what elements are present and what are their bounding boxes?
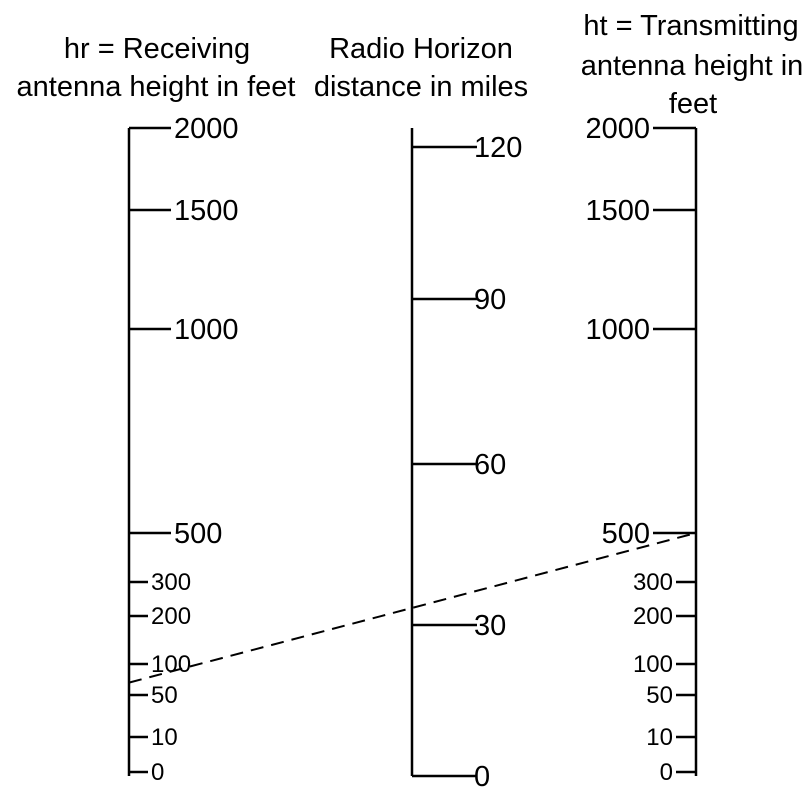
receiving-scale-title-line-2: antenna height in feet xyxy=(17,71,296,103)
transmitting-tick-label-1000: 1000 xyxy=(585,314,650,346)
horizon-scale-title-line-1: Radio Horizon xyxy=(329,33,513,65)
transmitting-tick-label-300: 300 xyxy=(633,569,673,596)
horizon-scale-title-line-2: distance in miles xyxy=(314,71,528,103)
transmitting-tick-label-200: 200 xyxy=(633,603,673,630)
transmitting-tick-label-1500: 1500 xyxy=(585,195,650,227)
receiving-scale-title-line-1: hr = Receiving xyxy=(64,33,250,65)
transmitting-scale-title-line-3: feet xyxy=(669,88,717,120)
horizon-scale-ticks: 120 90 60 30 0 xyxy=(412,132,522,787)
transmitting-scale-title-line-2: antenna height in xyxy=(581,50,804,82)
horizon-tick-label-60: 60 xyxy=(474,449,506,481)
receiving-tick-label-2000: 2000 xyxy=(174,113,239,145)
transmitting-tick-label-0: 0 xyxy=(660,759,673,786)
horizon-tick-label-90: 90 xyxy=(474,284,506,316)
horizon-tick-label-0: 0 xyxy=(474,761,490,787)
example-isopleth-dashed-line xyxy=(128,532,697,684)
transmitting-scale-title-line-1: ht = Transmitting xyxy=(583,10,798,42)
receiving-tick-label-500: 500 xyxy=(174,518,222,550)
transmitting-tick-label-2000: 2000 xyxy=(585,113,650,145)
transmitting-tick-label-500: 500 xyxy=(602,518,650,550)
receiving-tick-label-300: 300 xyxy=(151,569,191,596)
receiving-tick-label-100: 100 xyxy=(151,651,191,678)
horizon-tick-label-120: 120 xyxy=(474,132,522,164)
receiving-tick-label-200: 200 xyxy=(151,603,191,630)
receiving-tick-label-0: 0 xyxy=(151,759,164,786)
receiving-tick-label-1000: 1000 xyxy=(174,314,239,346)
receiving-tick-label-10: 10 xyxy=(151,724,178,751)
receiving-tick-label-1500: 1500 xyxy=(174,195,239,227)
horizon-tick-label-30: 30 xyxy=(474,610,506,642)
transmitting-tick-label-50: 50 xyxy=(646,682,673,709)
transmitting-tick-label-100: 100 xyxy=(633,651,673,678)
transmitting-tick-label-10: 10 xyxy=(646,724,673,751)
receiving-tick-label-50: 50 xyxy=(151,682,178,709)
